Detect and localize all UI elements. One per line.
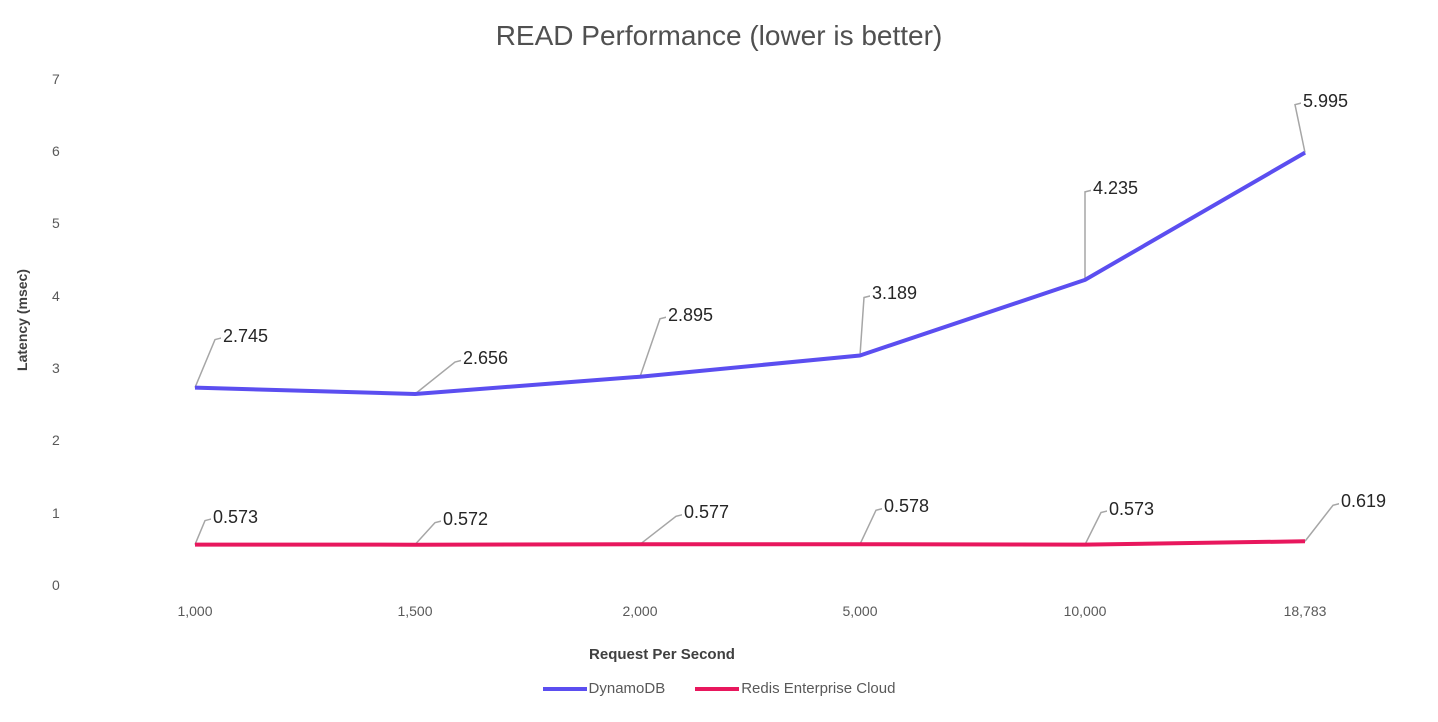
data-label: 0.577 (682, 502, 732, 524)
series-line-dynamodb (194, 150, 1307, 396)
x-axis-label: Request Per Second (589, 646, 735, 663)
x-tick: 1,000 (177, 603, 213, 619)
data-label: 0.572 (441, 508, 491, 530)
y-tick: 1 (52, 505, 60, 521)
series-line-redis (194, 539, 1306, 547)
legend-swatch-icon (695, 686, 740, 691)
data-label: 2.895 (666, 304, 716, 326)
data-label: 2.745 (221, 325, 271, 347)
y-tick: 3 (52, 360, 60, 376)
data-label-leaders (194, 101, 1342, 546)
x-tick: 2,000 (622, 603, 658, 619)
data-label: 0.619 (1339, 491, 1389, 513)
x-tick: 18,783 (1283, 603, 1327, 619)
legend-item-dynamodb[interactable]: DynamoDB (542, 680, 666, 697)
data-label: 0.573 (1107, 498, 1157, 520)
x-tick: 10,000 (1063, 603, 1107, 619)
y-tick: 7 (52, 71, 60, 87)
data-label: 4.235 (1091, 177, 1141, 199)
y-tick: 0 (52, 577, 60, 593)
legend-item-redis[interactable]: Redis Enterprise Cloud (695, 680, 895, 697)
y-tick: 6 (52, 143, 60, 159)
data-label: 5.995 (1301, 90, 1351, 112)
chart-title: READ Performance (lower is better) (495, 20, 943, 51)
x-tick: 1,500 (397, 603, 433, 619)
y-tick: 4 (52, 288, 60, 304)
y-tick: 5 (52, 215, 60, 231)
legend-label: DynamoDB (588, 680, 666, 697)
data-label: 0.573 (211, 506, 261, 528)
y-tick: 2 (52, 432, 60, 448)
x-tick: 5,000 (842, 603, 878, 619)
legend: DynamoDB Redis Enterprise Cloud (0, 680, 1438, 697)
legend-label: Redis Enterprise Cloud (741, 680, 896, 697)
data-label: 3.189 (870, 283, 920, 305)
data-label: 2.656 (461, 348, 511, 369)
legend-swatch-icon (542, 686, 587, 691)
data-label: 0.578 (882, 496, 932, 518)
